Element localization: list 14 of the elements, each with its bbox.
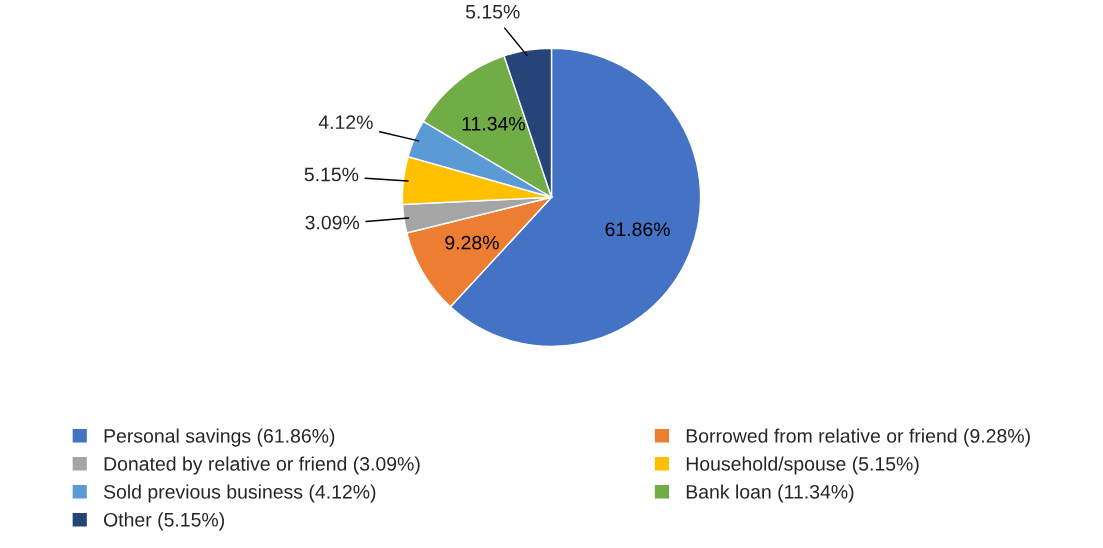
data-label: 4.12% xyxy=(318,115,373,129)
data-label: 9.28% xyxy=(445,235,499,250)
data-label: 5.15% xyxy=(465,4,520,19)
data-label: 11.34% xyxy=(462,116,525,131)
legend-label: Other (5.15%) xyxy=(103,512,224,531)
legend-label: Personal savings (61.86%) xyxy=(104,428,335,447)
legend-label: Household/spouse (5.15%) xyxy=(686,456,919,475)
legend-label: Borrowed from relative or friend (9.28%) xyxy=(686,428,1030,447)
legend-label: Donated by relative or friend (3.09%) xyxy=(104,456,420,475)
data-label: 5.15% xyxy=(304,167,359,182)
legend-label: Sold previous business (4.12%) xyxy=(103,484,376,503)
legend-label: Bank loan (11.34%) xyxy=(686,484,854,503)
data-label: 3.09% xyxy=(305,215,360,230)
data-label: 61.86% xyxy=(605,222,670,237)
